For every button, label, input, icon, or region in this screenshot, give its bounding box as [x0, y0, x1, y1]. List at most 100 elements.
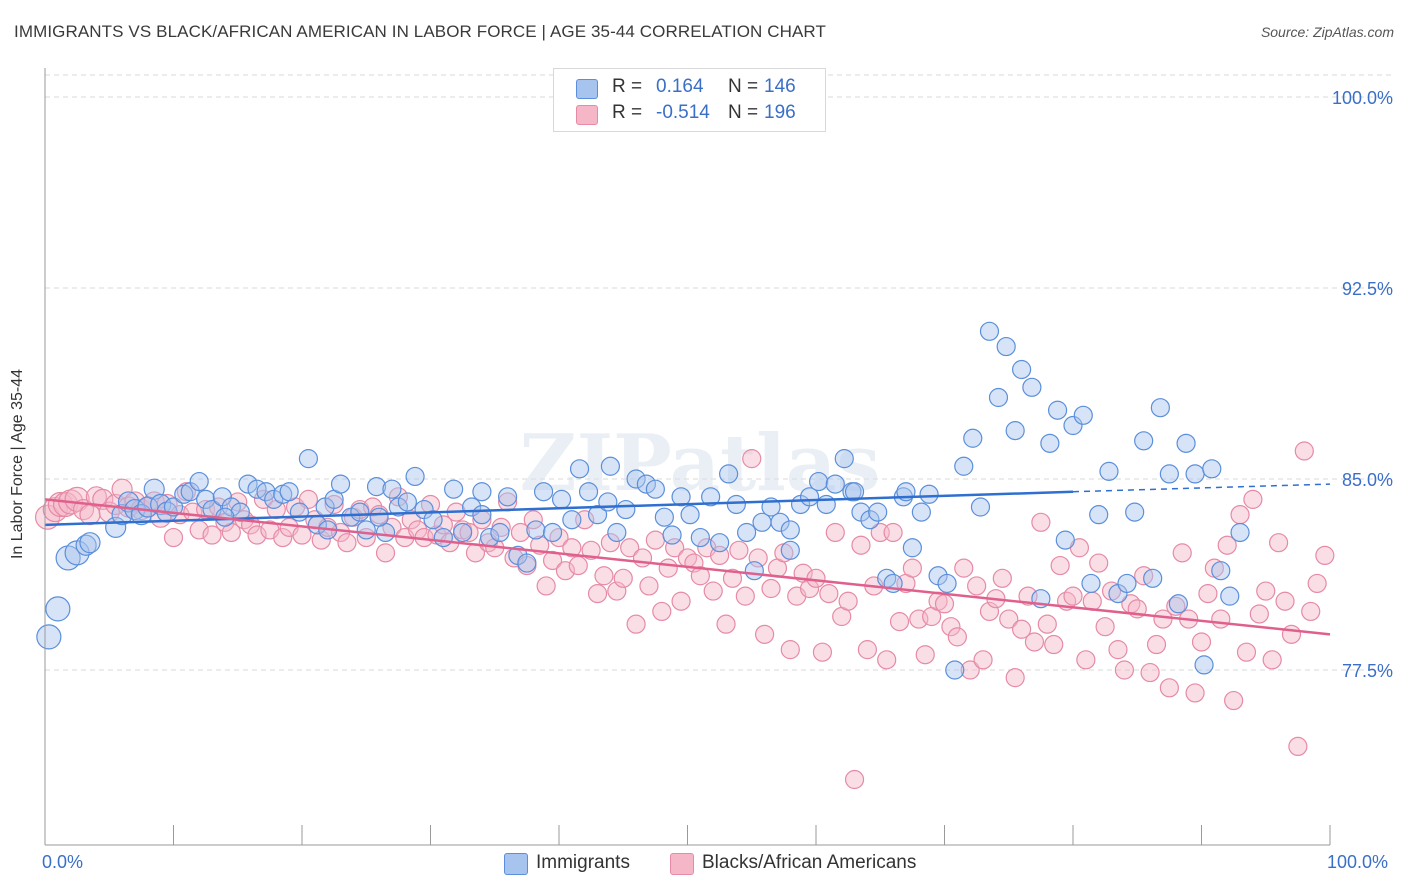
immigrants-point: [1011, 359, 1032, 380]
immigrants-point: [578, 482, 599, 502]
blacks-point: [600, 533, 621, 553]
blacks-point: [1063, 586, 1083, 606]
blacks-point: [1159, 678, 1179, 698]
immigrants-point: [369, 507, 389, 527]
blacks-point: [1243, 489, 1263, 509]
immigrants-point: [816, 494, 836, 515]
blacks-point: [1281, 624, 1302, 644]
blacks-point: [1217, 535, 1237, 555]
blacks-point: [735, 586, 755, 606]
legend-swatch-immigrants: [576, 79, 598, 99]
immigrants-point: [382, 479, 402, 499]
immigrants-point: [569, 459, 590, 479]
blacks-point: [64, 486, 90, 512]
trend-line-immigrants: [44, 490, 1074, 527]
immigrants-point: [834, 449, 854, 469]
y-tick-labels: 100.0% 92.5% 85.0% 77.5%: [1332, 88, 1393, 681]
immigrants-point: [341, 507, 361, 527]
immigrants-point: [1125, 502, 1145, 522]
blacks-point: [748, 548, 768, 568]
blacks-point: [954, 558, 974, 578]
blacks-point: [902, 558, 922, 578]
blacks-point: [401, 510, 421, 530]
blacks-point: [690, 566, 710, 586]
immigrants-point: [238, 474, 258, 494]
blacks-point: [1230, 505, 1250, 525]
blacks-point: [716, 614, 736, 634]
trend-line-blacks: [44, 498, 1331, 636]
blacks-point: [1166, 596, 1186, 616]
immigrants-point: [1159, 464, 1179, 484]
blacks-point: [1011, 619, 1032, 639]
blacks-point: [1050, 555, 1070, 576]
immigrants-point: [636, 474, 656, 494]
blacks-point: [761, 578, 781, 599]
blacks-point: [1191, 632, 1212, 652]
legend-swatch-immigrants: [504, 853, 528, 875]
immigrants-point: [1194, 655, 1214, 675]
immigrants-point: [1099, 461, 1119, 481]
blacks-point: [587, 583, 608, 604]
immigrants-point: [1117, 573, 1137, 594]
blacks-point: [1256, 581, 1276, 601]
immigrants-point: [868, 502, 888, 522]
blacks-point: [363, 497, 383, 517]
blacks-point: [819, 583, 839, 604]
immigrants-point: [1185, 464, 1205, 484]
immigrants-point: [1230, 522, 1250, 543]
blacks-point: [639, 576, 659, 596]
blacks-point: [47, 491, 74, 518]
immigrants-point: [919, 484, 939, 504]
immigrants-point: [808, 471, 829, 492]
immigrants-point: [397, 492, 417, 512]
immigrants-point: [279, 482, 299, 502]
blacks-point: [851, 535, 871, 555]
blacks-point: [838, 591, 858, 611]
immigrants-point: [1063, 415, 1083, 436]
blacks-point: [1288, 736, 1308, 757]
immigrants-point: [1073, 405, 1093, 425]
immigrants-point: [860, 510, 880, 530]
immigrants-point: [780, 540, 800, 560]
blacks-point: [375, 543, 396, 563]
blacks-point: [1268, 533, 1289, 553]
blacks-point: [510, 522, 531, 543]
blacks-point: [1262, 650, 1282, 670]
immigrants-point: [1047, 400, 1068, 420]
blacks-point: [729, 540, 749, 560]
legend-swatch-blacks: [576, 105, 598, 125]
blacks-point: [568, 555, 588, 576]
r-label: R =: [612, 76, 643, 97]
immigrants-point: [701, 487, 721, 507]
blacks-point: [253, 489, 274, 509]
blacks-point: [581, 540, 601, 560]
immigrants-point: [472, 482, 492, 502]
blacks-point: [1076, 650, 1096, 670]
blacks-point: [780, 640, 800, 660]
blacks-point: [889, 612, 910, 632]
immigrants-point: [963, 428, 983, 448]
immigrants-point: [1022, 377, 1042, 397]
immigrants-point: [737, 522, 757, 543]
blacks-point: [1044, 634, 1064, 655]
blacks-point: [857, 640, 878, 660]
immigrants-point: [256, 482, 276, 502]
immigrants-point: [366, 477, 387, 497]
y-tick-label: 77.5%: [1342, 661, 1393, 681]
immigrants-point: [1081, 573, 1101, 594]
immigrants-point: [979, 321, 1000, 341]
blacks-point: [1275, 591, 1295, 611]
blacks-point: [1198, 583, 1218, 604]
blacks-point: [960, 660, 980, 680]
n-value: 196: [764, 102, 796, 123]
blacks-point: [562, 538, 582, 558]
blacks-point: [1185, 683, 1205, 703]
immigrants-point: [111, 504, 133, 526]
blacks-point: [620, 538, 640, 558]
immigrants-point: [902, 538, 922, 558]
immigrants-point: [600, 456, 621, 476]
blacks-point: [947, 627, 967, 647]
blacks-point: [594, 566, 614, 586]
immigrants-point: [690, 527, 710, 548]
